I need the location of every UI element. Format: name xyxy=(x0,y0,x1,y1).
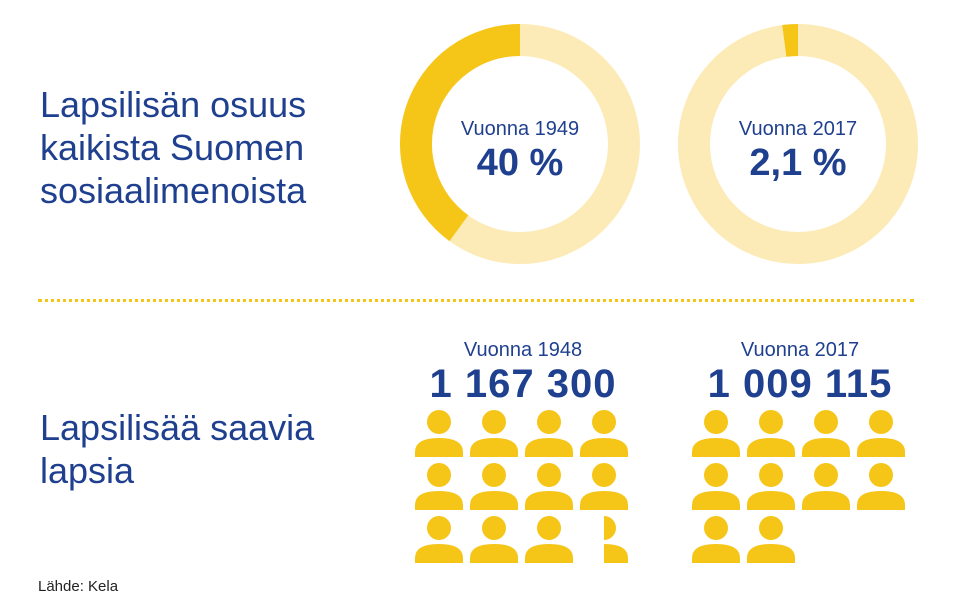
person-icon xyxy=(802,463,850,510)
person-icon xyxy=(747,410,795,457)
donut-year-label: Vuonna 1949 xyxy=(460,118,580,140)
source-note: Lähde: Kela xyxy=(38,578,119,595)
recipients-heading: Lapsilisää saavia lapsia xyxy=(40,406,314,492)
donut-slice-2017 xyxy=(782,24,799,57)
person-icon xyxy=(692,463,740,510)
person-icon xyxy=(747,463,795,510)
donut-slice-1949 xyxy=(400,24,521,242)
donut-chart-1949: Vuonna 1949 40 % xyxy=(400,24,640,264)
share-heading-line: Lapsilisän osuus xyxy=(40,84,307,125)
person-icon xyxy=(470,516,518,563)
person-icon xyxy=(415,410,463,457)
share-heading-line: kaikista Suomen xyxy=(40,127,305,168)
person-icon xyxy=(470,410,518,457)
recipient-count-2017: Vuonna 2017 1 009 115 xyxy=(690,338,910,406)
donut-svg-2017 xyxy=(678,24,918,264)
person-icon xyxy=(692,410,740,457)
person-icon xyxy=(525,463,573,510)
person-icon xyxy=(580,463,628,510)
count-year-label: Vuonna 1948 xyxy=(463,339,583,361)
person-icon xyxy=(580,410,628,457)
person-icon xyxy=(747,516,795,563)
person-icon xyxy=(857,463,905,510)
person-icon-grid-1948 xyxy=(415,410,628,563)
person-icon xyxy=(857,410,905,457)
donut-value-label: 40 % xyxy=(476,142,564,184)
person-icon-grid-2017 xyxy=(692,410,905,563)
person-icon xyxy=(604,516,628,563)
donut-svg-1949 xyxy=(400,24,640,264)
donut-chart-2017: Vuonna 2017 2,1 % xyxy=(678,24,918,264)
share-heading: Lapsilisän osuus kaikista Suomen sosiaal… xyxy=(40,83,306,212)
donut-year-label: Vuonna 2017 xyxy=(738,118,858,140)
person-icon xyxy=(415,516,463,563)
donut-value-label: 2,1 % xyxy=(749,142,847,184)
recipients-heading-line: lapsia xyxy=(40,450,135,491)
person-icon xyxy=(525,516,573,563)
person-icon xyxy=(692,516,740,563)
person-icon xyxy=(415,463,463,510)
recipient-count-1948: Vuonna 1948 1 167 300 xyxy=(413,338,633,406)
share-heading-line: sosiaalimenoista xyxy=(40,170,307,211)
person-icon xyxy=(525,410,573,457)
person-icon xyxy=(470,463,518,510)
count-value-label: 1 009 115 xyxy=(707,362,893,406)
count-year-label: Vuonna 2017 xyxy=(740,339,860,361)
dotted-divider xyxy=(38,299,914,302)
person-icon xyxy=(802,410,850,457)
recipients-heading-line: Lapsilisää saavia xyxy=(40,407,315,448)
count-value-label: 1 167 300 xyxy=(429,362,617,406)
